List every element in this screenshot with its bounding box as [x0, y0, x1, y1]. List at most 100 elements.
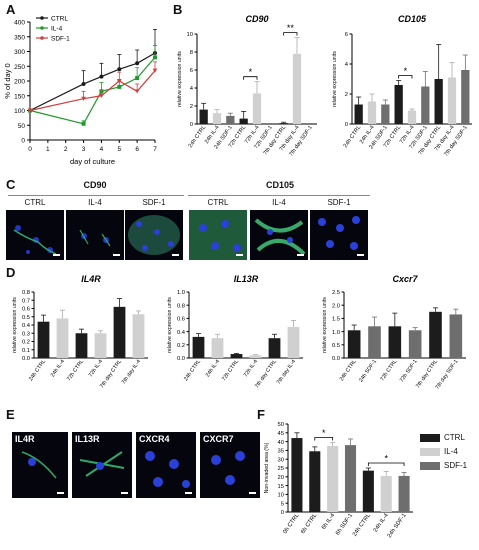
data-point [81, 121, 86, 126]
bar [287, 326, 300, 358]
y-tick-label: 0.8 [177, 303, 185, 309]
c-micrograph-cd90-il4 [66, 210, 124, 260]
scale-bar [113, 254, 120, 256]
e-micrograph-cxcr4: CXCR4 [136, 432, 196, 498]
significance-mark: * [322, 428, 326, 438]
y-tick-label: 10 [187, 32, 193, 38]
bar [354, 104, 363, 124]
data-point [135, 76, 140, 81]
x-tick-label: 24h SDF-1 [387, 513, 408, 539]
scale-bar [185, 492, 192, 494]
f-legend-il4: IL-4 [444, 447, 458, 456]
scale-bar [357, 254, 364, 256]
bar [429, 311, 442, 358]
y-tick-label: 30 [278, 457, 284, 463]
y-tick-label: 0.2 [22, 340, 30, 346]
bar [362, 470, 374, 512]
c-label-cd105-il4: IL-4 [272, 198, 286, 207]
x-tick-label: 24h CTRL [188, 125, 208, 149]
legend-marker [40, 16, 44, 20]
y-tick-label: 2 [345, 92, 348, 98]
bar [380, 475, 392, 512]
y-tick-label: 0.1 [22, 348, 30, 354]
bar [56, 318, 69, 358]
panel-b-letter: B [173, 2, 183, 17]
scale-bar [57, 492, 64, 494]
x-tick-label: 2 [64, 146, 68, 153]
legend-label: SDF-1 [51, 36, 70, 43]
bar [212, 113, 222, 124]
panel-f-bar-chart: 0 5 10 15 20 25 30 35 40 45 50 Non-invaded area (%)… [264, 422, 413, 539]
bar [211, 338, 224, 358]
scale-bar [236, 254, 243, 256]
f-legend-sdf1: SDF-1 [444, 461, 468, 470]
data-point [117, 67, 122, 72]
y-tick-label: 0.6 [177, 317, 185, 323]
bar [368, 326, 381, 358]
significance-bracket [398, 75, 413, 79]
f-legend-swatch-il4 [420, 448, 440, 456]
scale-bar [172, 254, 179, 256]
data-point [152, 68, 158, 73]
y-axis-title: relative expression units [322, 297, 328, 353]
significance-mark: * [249, 67, 253, 77]
data-point [99, 74, 104, 79]
e-label-cxcr4: CXCR4 [139, 434, 170, 444]
chart-title: IL13R [234, 274, 259, 284]
x-tick-label: 7th day IL-4 [276, 359, 297, 386]
y-tick-label: 0.6 [22, 307, 30, 313]
bar [75, 333, 88, 358]
data-point [27, 108, 33, 113]
bar [94, 333, 107, 358]
y-tick-label: 0 [190, 122, 193, 128]
bar [230, 354, 243, 358]
bar [291, 438, 303, 512]
c-label-cd90-sdf1: SDF-1 [142, 198, 166, 207]
y-tick-label: 0.8 [22, 290, 30, 296]
bar [394, 85, 403, 124]
y-tick-label: 50 [278, 422, 284, 428]
data-point [81, 81, 86, 86]
data-point [81, 96, 86, 101]
bar [408, 330, 422, 358]
y-tick-label: 0.5 [332, 343, 340, 349]
panel-b-cd90-chart: CD90 0 2 4 6 8 10 relative expression units 24h … [177, 14, 317, 158]
significance-bracket [367, 462, 405, 466]
y-tick-label: 4 [345, 62, 349, 68]
panel-c-letter: C [6, 177, 16, 192]
y-tick-label: 2.0 [332, 303, 340, 309]
bar [113, 306, 126, 358]
c-group-cd90-rule [8, 195, 184, 196]
x-axis-title: day of culture [70, 157, 115, 166]
c-group-cd105-title: CD105 [265, 180, 294, 190]
y-tick-label: 1.0 [177, 290, 185, 296]
data-point [135, 61, 140, 66]
y-tick-label: 0.0 [22, 356, 30, 362]
x-tick-label: 5 [117, 146, 121, 153]
bar [199, 109, 208, 124]
bar [407, 110, 417, 124]
c-label-cd105-sdf1: SDF-1 [327, 198, 351, 207]
x-tick-label: 6h SDF-1 [335, 513, 354, 537]
e-label-cxcr7: CXCR7 [203, 434, 234, 444]
bar [239, 118, 248, 124]
bar [367, 101, 377, 124]
y-axis-title: relative expression units [12, 297, 18, 353]
y-tick-label: 150 [14, 93, 25, 100]
bar [461, 70, 470, 124]
y-tick-label: 1.5 [332, 317, 340, 323]
x-tick-label: 24h CTRL [339, 359, 358, 383]
y-tick-label: 15 [278, 484, 284, 490]
x-tick-label: 72h CTRL [66, 359, 85, 383]
x-tick-label: 24h CTRL [28, 359, 47, 383]
series-line [29, 70, 156, 112]
panel-b-cd105-chart: CD105 0 2 4 6 relative expression units 24h CT… [332, 14, 472, 158]
data-point [153, 55, 157, 60]
bar [37, 321, 50, 358]
legend-label: IL-4 [51, 26, 63, 33]
x-tick-label: 7 [153, 146, 157, 153]
scale-bar [121, 492, 128, 494]
y-tick-label: 300 [14, 49, 25, 56]
c-group-cd90-title: CD90 [83, 180, 107, 190]
x-tick-label: 24h IL-4 [205, 359, 221, 379]
